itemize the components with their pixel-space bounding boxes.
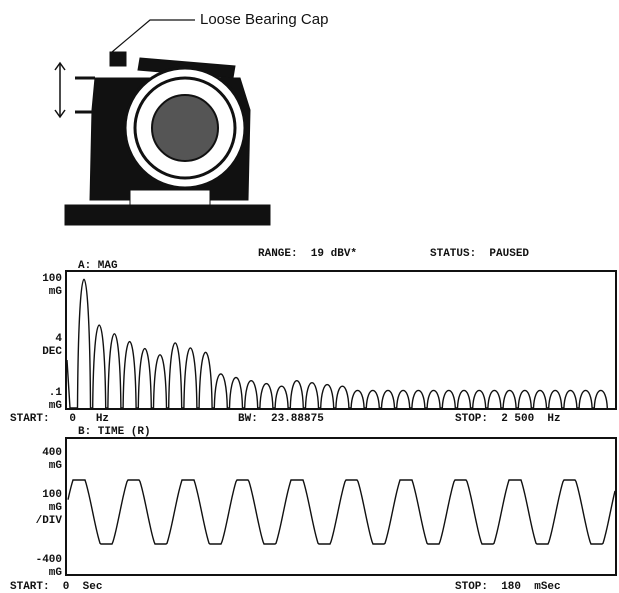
y-axis-label: mG (49, 567, 63, 579)
range-text: RANGE: 19 dBV* (258, 248, 357, 260)
y-axis-label: /DIV (36, 515, 63, 527)
plot-b-start: START: 0 Sec (10, 581, 102, 593)
y-axis-label: mG (49, 460, 63, 472)
y-axis-label: 100 (42, 489, 62, 501)
plot-a-start: START: 0 Hz (10, 413, 109, 425)
y-axis-label: 100 (42, 273, 62, 285)
y-axis-label: 4 (55, 333, 62, 345)
plot-a-frame (65, 270, 617, 410)
y-axis-label: .1 (49, 387, 63, 399)
plot-b-stop: STOP: 180 mSec (455, 581, 561, 593)
y-axis-label: -400 (36, 554, 62, 566)
plot-a-stop: STOP: 2 500 Hz (455, 413, 561, 425)
plot-a-title: A: MAG (78, 260, 118, 272)
plot-b-frame (65, 437, 617, 576)
spectrum-trace (66, 278, 608, 409)
plot-a-bw: BW: 23.88875 (238, 413, 324, 425)
y-axis-label: DEC (42, 346, 62, 358)
machine-illustration (54, 51, 271, 226)
callout-label: Loose Bearing Cap (200, 11, 328, 28)
leader-line (111, 19, 195, 53)
y-axis-label: 400 (42, 447, 62, 459)
y-axis-label: mG (49, 502, 63, 514)
y-axis-label: mG (49, 286, 63, 298)
y-axis-label: mG (49, 400, 63, 412)
plot-b-title: B: TIME (R) (78, 426, 151, 438)
time-trace (67, 479, 616, 545)
status-text: STATUS: PAUSED (430, 248, 529, 260)
